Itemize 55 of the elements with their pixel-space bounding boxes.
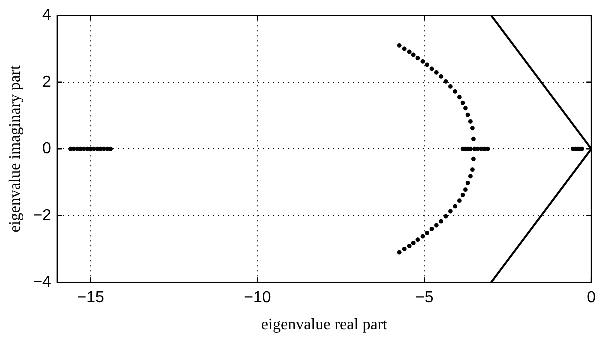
- y-tick-label: −4: [33, 274, 52, 292]
- point: [434, 70, 439, 75]
- point: [453, 89, 458, 94]
- point: [444, 214, 448, 219]
- point: [108, 146, 114, 152]
- y-tick-label: 2: [42, 74, 52, 91]
- point: [466, 112, 470, 118]
- point: [425, 62, 430, 68]
- point: [468, 120, 473, 124]
- point: [468, 174, 473, 179]
- point: [448, 84, 453, 89]
- point: [470, 168, 475, 172]
- point: [439, 219, 444, 224]
- point: [453, 204, 458, 209]
- x-tick-label: −10: [244, 290, 272, 307]
- point: [416, 238, 420, 242]
- y-axis-title: eigenvalue imaginary part: [6, 65, 24, 233]
- point: [430, 66, 434, 72]
- point: [402, 46, 407, 52]
- point: [430, 227, 434, 232]
- point: [444, 79, 448, 84]
- point: [411, 241, 416, 246]
- point: [397, 250, 402, 255]
- point: [460, 192, 466, 198]
- y-tick-label: 0: [42, 140, 52, 158]
- point: [434, 223, 439, 228]
- x-axis-title: eigenvalue real part: [261, 316, 388, 334]
- point: [472, 156, 476, 162]
- point: [486, 146, 490, 152]
- point: [420, 234, 426, 239]
- point: [472, 136, 476, 142]
- point: [407, 244, 412, 248]
- point: [402, 247, 407, 252]
- point: [407, 50, 412, 54]
- point: [397, 43, 402, 48]
- y-tick-label: −2: [33, 207, 52, 224]
- point: [457, 95, 462, 100]
- point: [464, 106, 468, 111]
- point: [425, 231, 430, 236]
- point: [466, 180, 470, 186]
- x-tick-label: 0: [587, 290, 596, 307]
- point: [464, 188, 468, 192]
- point: [439, 74, 444, 79]
- x-tick-label: −5: [416, 290, 434, 307]
- x-tick-label: −15: [77, 290, 104, 307]
- y-tick-label: 4: [42, 7, 52, 24]
- point: [460, 100, 466, 106]
- point: [420, 59, 426, 64]
- point: [457, 198, 462, 204]
- point: [470, 126, 475, 131]
- point: [411, 52, 416, 58]
- point: [472, 146, 477, 152]
- point: [448, 209, 453, 214]
- point: [416, 56, 420, 61]
- point: [468, 146, 473, 152]
